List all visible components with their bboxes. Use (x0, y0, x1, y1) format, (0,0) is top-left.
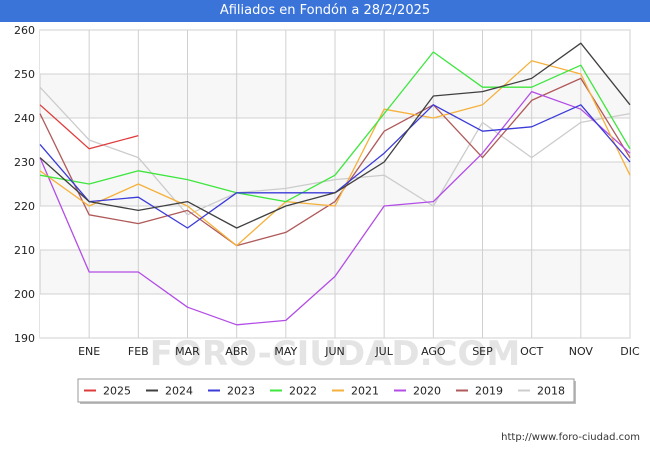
chart-title: Afiliados en Fondón a 28/2/2025 (0, 0, 650, 22)
series-line-2025 (39, 104, 139, 150)
series-line-2019 (39, 77, 631, 247)
series-line-2024 (39, 42, 631, 229)
series-line-2022 (39, 51, 631, 203)
legend-box (77, 378, 575, 403)
legend-label-2021: 2021 (351, 385, 379, 398)
x-tick-label: OCT (520, 345, 543, 358)
legend-label-2025: 2025 (103, 385, 131, 398)
x-tick-label: MAR (175, 345, 200, 358)
series-line-2018 (39, 86, 631, 216)
y-tick-label: 240 (14, 112, 35, 125)
x-tick-label: AGO (421, 345, 446, 358)
series-line-2020 (39, 90, 631, 326)
y-tick-label: 190 (14, 332, 35, 345)
y-tick-label: 260 (14, 24, 35, 37)
x-tick-label: ENE (78, 345, 100, 358)
x-tick-label: FEB (128, 345, 149, 358)
legend-label-2024: 2024 (165, 385, 193, 398)
x-tick-label: ABR (225, 345, 248, 358)
y-tick-label: 230 (14, 156, 35, 169)
legend-label-2022: 2022 (289, 385, 317, 398)
source-url: http://www.foro-ciudad.com (501, 432, 640, 443)
legend-label-2018: 2018 (537, 385, 565, 398)
y-tick-label: 210 (14, 244, 35, 257)
x-tick-label: SEP (472, 345, 493, 358)
y-tick-label: 250 (14, 68, 35, 81)
legend-label-2019: 2019 (475, 385, 503, 398)
x-tick-label: DIC (620, 345, 640, 358)
series-lines (39, 42, 631, 326)
y-axis-ticks: 190 200 210 220 230 240 250 260 (14, 24, 35, 345)
x-tick-label: JUL (374, 345, 393, 358)
x-axis-ticks: ENE FEB MAR ABR MAY JUN JUL AGO SEP OCT NOV DIC (78, 345, 640, 358)
x-tick-label: JUN (324, 345, 345, 358)
legend-label-2020: 2020 (413, 385, 441, 398)
series-line-2021 (39, 60, 631, 247)
y-tick-label: 200 (14, 288, 35, 301)
legend: 2025 2024 2023 2022 2021 2020 2019 2018 (77, 378, 576, 404)
watermark: FORO-CIUDAD.COM (150, 334, 521, 374)
x-tick-label: MAY (274, 345, 297, 358)
y-tick-label: 220 (14, 200, 35, 213)
x-tick-label: NOV (569, 345, 594, 358)
legend-label-2023: 2023 (227, 385, 255, 398)
